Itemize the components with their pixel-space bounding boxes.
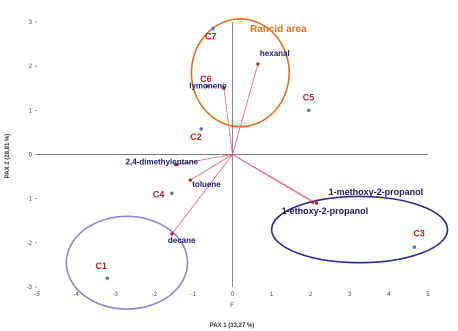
sample-label-c2: C2 [190, 132, 202, 142]
x-tick-label-3: -3 [113, 292, 119, 298]
variable-label-hexanal: hexanal [260, 49, 290, 58]
regions-layer [65, 18, 449, 310]
sample-point-c5 [307, 108, 311, 113]
x-tick-label-5: 5 [426, 292, 430, 298]
variable-label-2-4-dimethyleptane: 2,4-dimethyleptane [126, 158, 199, 167]
vector-decane [171, 154, 233, 235]
x-tick-label-0: 0 [231, 292, 235, 298]
sample-point-c2 [199, 127, 203, 131]
vector-lymonene [223, 88, 233, 155]
x-tick-label-4: 4 [387, 292, 391, 298]
sample-point-c7 [211, 26, 215, 31]
region-ellipse-3 [65, 215, 189, 310]
y-tick-label-0: 0 [29, 153, 33, 159]
variable-label-decane: decane [168, 236, 196, 245]
x-tick-label-1: -1 [191, 292, 197, 298]
labels-layer: Rancid area hexanal lymonene 2,4-dimethylep… [95, 24, 424, 271]
x-tick-label-3: 3 [348, 292, 352, 298]
vector-toluene [190, 154, 233, 181]
sample-point-c6 [205, 84, 209, 88]
variable-label-lymonene: lymonene [189, 81, 227, 90]
variable-point-1-methoxy-2-propanol [311, 200, 315, 204]
sample-label-c1: C1 [95, 261, 107, 271]
region-ellipse-2 [270, 195, 449, 264]
vector-2-4-dimethyleptane [175, 154, 233, 166]
sample-label-c4: C4 [153, 189, 165, 199]
vector-hexanal [232, 63, 259, 155]
sample-label-c3: C3 [413, 228, 425, 238]
vector-1-ethoxy-2-propanol [232, 154, 317, 204]
y-tick-label-1: -1 [27, 197, 33, 203]
sample-point-c4 [170, 191, 174, 196]
y-tick-label-1: 1 [29, 108, 33, 114]
y-tick-label-3: -3 [27, 285, 33, 291]
y-tick-label-2: -2 [27, 241, 33, 247]
variable-point-lymonene [222, 86, 226, 90]
sample-label-c7: C7 [205, 32, 217, 42]
x-tick-label-4: -4 [73, 292, 79, 298]
x-tick-label-1: 1 [270, 292, 274, 298]
x-axis-label: PAX 1 (33,27 %) [210, 323, 255, 329]
x-tick-label-5: -5 [34, 292, 40, 298]
variable-point-hexanal [256, 62, 260, 66]
y-tick-label-2: 2 [29, 64, 33, 70]
x-tick-label-2: 2 [309, 292, 313, 298]
region-label-rancid-area: Rancid area [250, 24, 307, 35]
axis-letter: F [230, 303, 234, 309]
vectors-layer [171, 63, 317, 235]
sample-point-c3 [412, 245, 417, 249]
variable-label-1-methoxy-2-propanol: 1-methoxy-2-propanol [329, 187, 424, 197]
sample-label-c6: C6 [200, 74, 212, 84]
variable-point-2-4-dimethyleptane [174, 163, 178, 167]
variable-point-decane [170, 232, 174, 236]
variable-point-toluene [188, 178, 192, 182]
variable-point-1-ethoxy-2-propanol [314, 201, 319, 205]
y-axis-label: PAX 2 (28,81 %) [5, 134, 11, 179]
sample-point-c1 [105, 276, 110, 280]
variable-label-1-ethoxy-2-propanol: 1-ethoxy-2-propanol [282, 206, 369, 216]
points-layer [105, 26, 417, 280]
x-tick-label-2: -2 [152, 292, 158, 298]
axes-layer: -5 -4 -3 -2 -1 0 1 2 3 4 5 -3 -2 -1 0 1 2 3 [27, 20, 431, 298]
variable-label-toluene: toluene [192, 180, 221, 189]
y-tick-label-3: 3 [29, 20, 33, 26]
sample-label-c5: C5 [303, 92, 315, 102]
